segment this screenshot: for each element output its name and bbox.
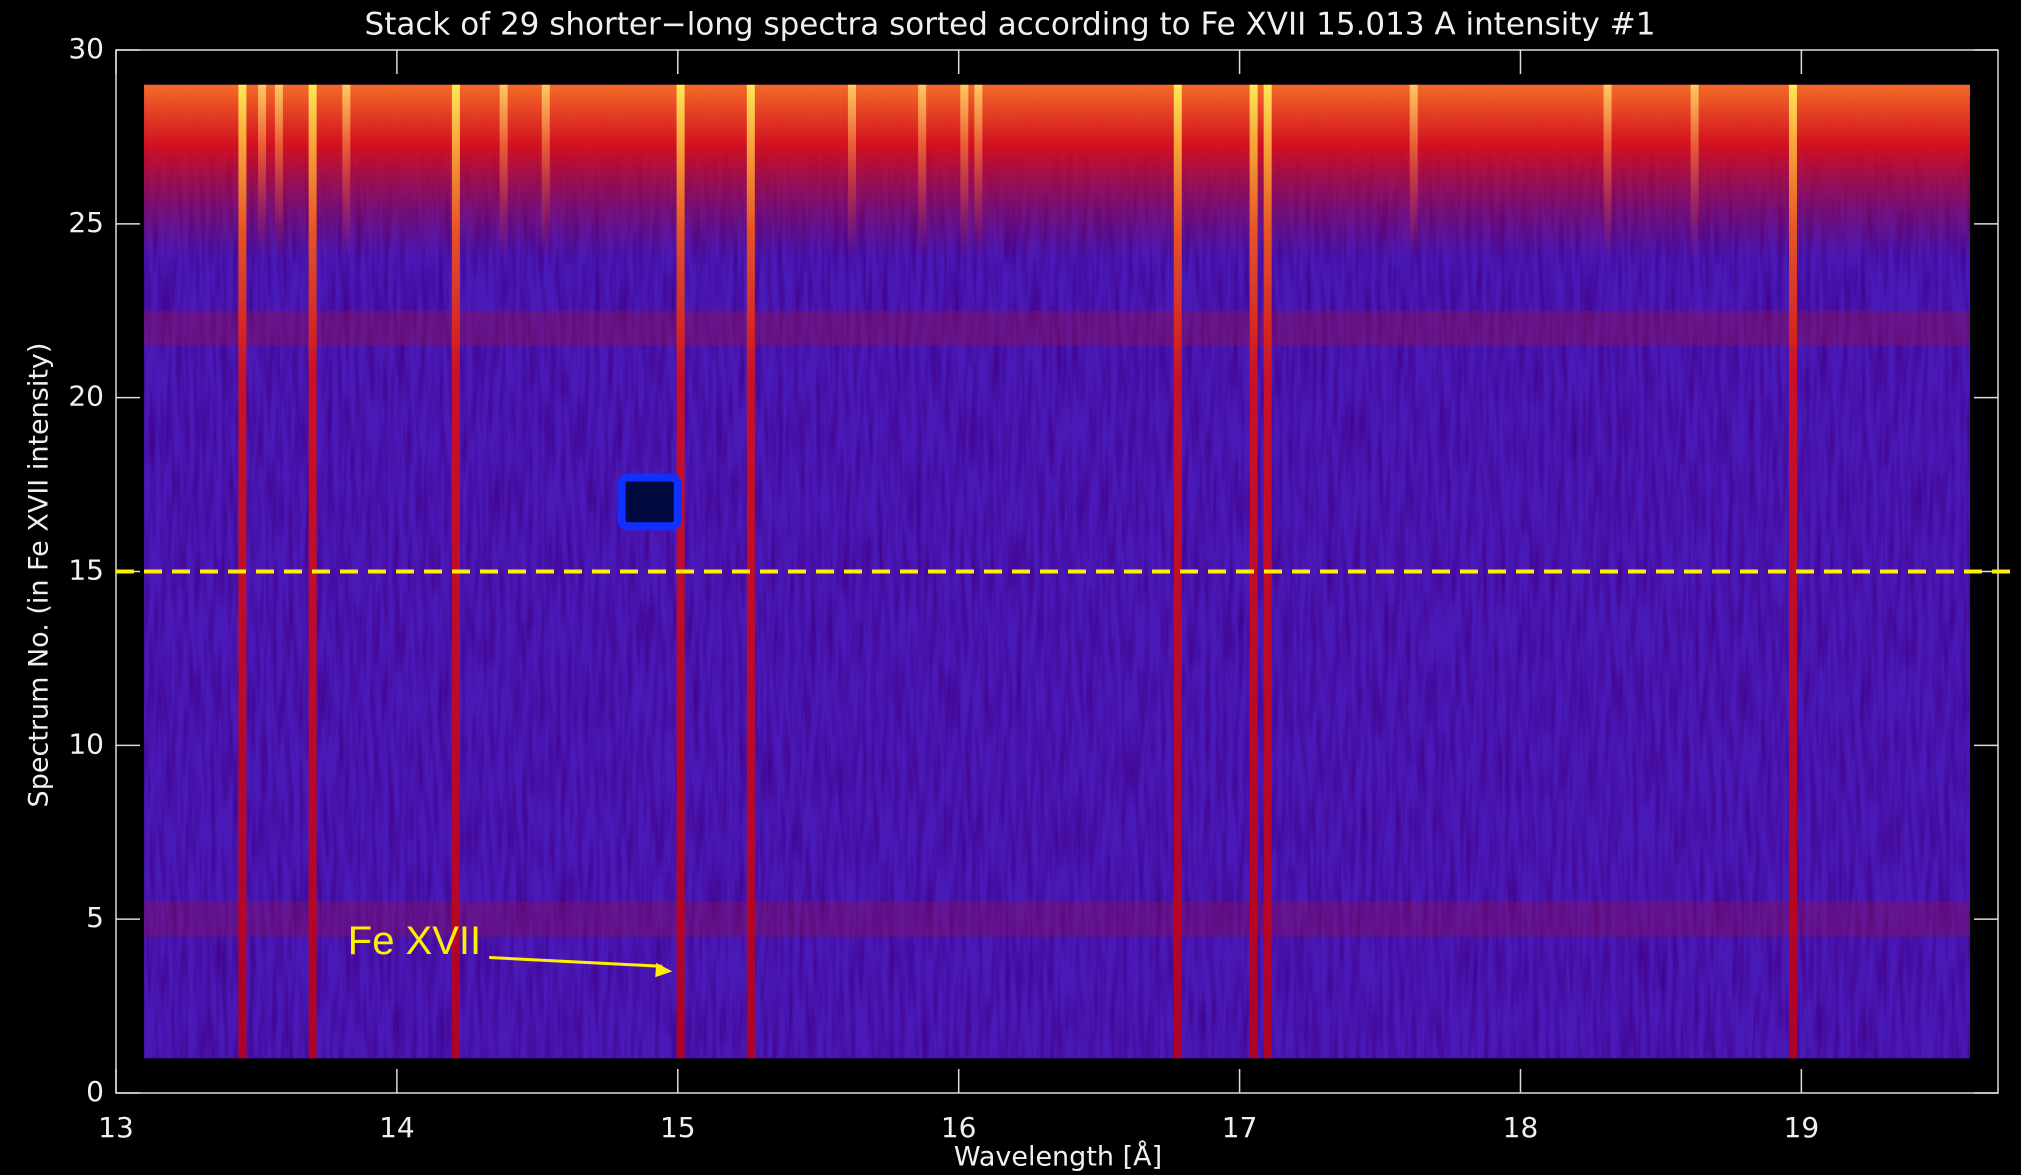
chart-title: Stack of 29 shorter−long spectra sorted …	[365, 7, 1656, 43]
top-emission-line	[258, 85, 266, 259]
dark-patch	[622, 478, 678, 527]
y-axis-label: Spectrum No. (in Fe XVII intensity)	[24, 343, 55, 808]
top-emission-line	[542, 85, 550, 259]
y-tick-label: 20	[68, 380, 104, 413]
top-emission-line	[1604, 85, 1612, 259]
x-tick-label: 15	[660, 1111, 696, 1144]
top-emission-line	[342, 85, 350, 259]
y-tick-label: 5	[86, 901, 104, 934]
y-tick-label: 25	[68, 206, 104, 239]
y-tick-label: 15	[68, 554, 104, 587]
y-tick-label: 10	[68, 727, 104, 760]
top-emission-line	[1410, 85, 1418, 259]
x-tick-label: 13	[98, 1111, 134, 1144]
chart: Stack of 29 shorter−long spectra sorted …	[0, 0, 2021, 1175]
top-emission-line	[918, 85, 926, 259]
red-band	[144, 311, 1970, 346]
top-emission-line	[960, 85, 968, 259]
x-tick-label: 16	[941, 1111, 977, 1144]
top-emission-line	[275, 85, 283, 259]
x-tick-label: 17	[1222, 1111, 1258, 1144]
x-tick-label: 14	[379, 1111, 415, 1144]
top-emission-line	[1691, 85, 1699, 259]
top-emission-line	[974, 85, 982, 259]
x-axis-label: Wavelength [Å]	[954, 1141, 1162, 1173]
annotation: Fe XVII	[348, 919, 481, 963]
top-emission-line	[848, 85, 856, 259]
y-tick-label: 30	[68, 32, 104, 65]
top-emission-line	[500, 85, 508, 259]
x-tick-label: 18	[1503, 1111, 1539, 1144]
x-tick-label: 19	[1784, 1111, 1820, 1144]
page: Stack of 29 shorter−long spectra sorted …	[0, 0, 2021, 1175]
y-tick-label: 0	[86, 1075, 104, 1108]
emission-line	[1789, 85, 1797, 1058]
